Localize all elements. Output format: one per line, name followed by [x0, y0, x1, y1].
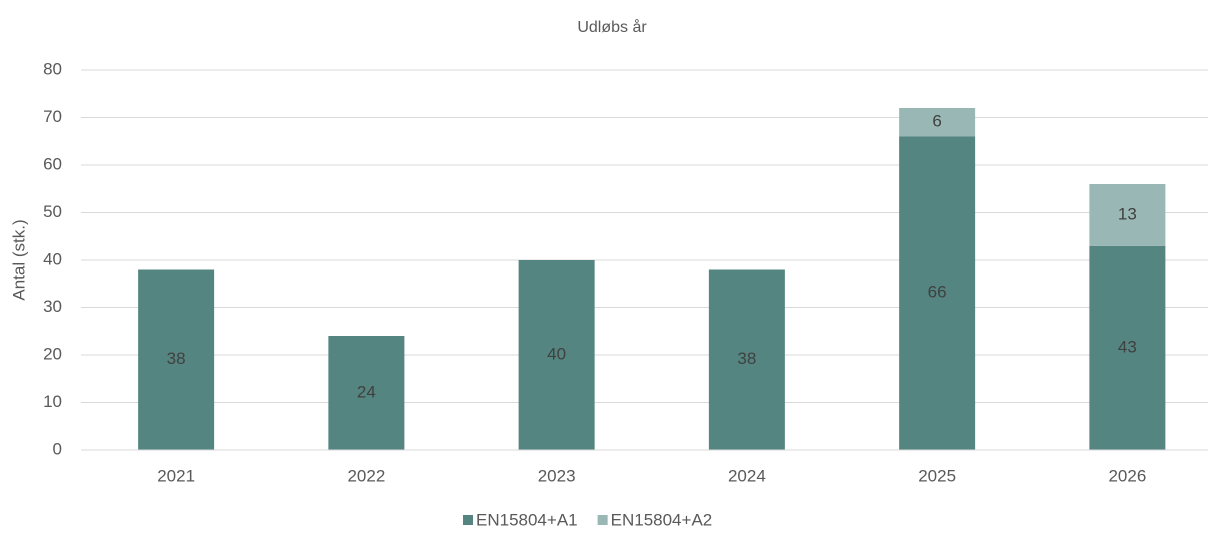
bar-segment — [138, 269, 215, 450]
y-tick-label: 80 — [43, 59, 62, 78]
x-tick-label: 2025 — [918, 466, 956, 485]
bar-segment — [518, 260, 595, 450]
y-tick-label: 0 — [53, 439, 62, 458]
x-tick-label: 2026 — [1108, 466, 1146, 485]
bar-segment — [328, 336, 405, 450]
y-axis-label: Antal (stk.) — [9, 219, 28, 300]
data-label: 40 — [547, 344, 566, 363]
legend-label: EN15804+A1 — [476, 510, 578, 529]
data-label: 6 — [932, 112, 941, 131]
y-tick-label: 70 — [43, 107, 62, 126]
bar-segment — [708, 269, 785, 450]
y-tick-label: 10 — [43, 392, 62, 411]
data-label: 66 — [928, 283, 947, 302]
x-tick-label: 2022 — [347, 466, 385, 485]
y-tick-label: 30 — [43, 297, 62, 316]
data-label: 38 — [167, 349, 186, 368]
y-tick-label: 50 — [43, 202, 62, 221]
data-label: 24 — [357, 382, 376, 401]
legend-label: EN15804+A2 — [611, 510, 713, 529]
legend-swatch — [597, 515, 608, 525]
x-tick-label: 2021 — [157, 466, 195, 485]
bar-segment — [899, 108, 976, 137]
bar-segment — [1089, 184, 1166, 246]
data-label: 38 — [737, 349, 756, 368]
legend-swatch — [463, 515, 473, 525]
chart-title: Udløbs år — [577, 18, 647, 36]
bar-segment — [899, 136, 976, 450]
x-tick-label: 2024 — [728, 466, 766, 485]
data-label: 13 — [1118, 204, 1137, 223]
y-tick-label: 40 — [43, 249, 62, 268]
y-tick-label: 20 — [43, 344, 62, 363]
bar-segment — [1089, 245, 1166, 450]
x-tick-label: 2023 — [538, 466, 576, 485]
data-label: 43 — [1118, 337, 1137, 356]
y-tick-label: 60 — [43, 154, 62, 173]
